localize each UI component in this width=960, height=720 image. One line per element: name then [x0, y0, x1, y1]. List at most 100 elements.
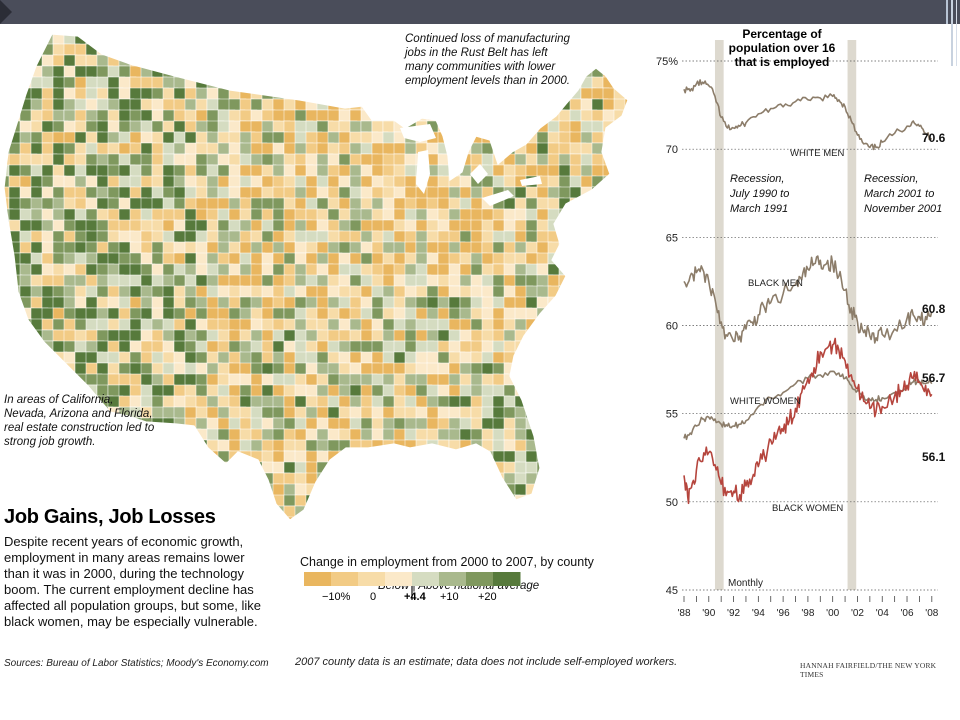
county-cell [636, 308, 640, 319]
county-cell [316, 34, 331, 47]
county-cell [547, 351, 562, 365]
county-cell [338, 142, 351, 156]
county-cell [107, 230, 121, 243]
county-cell [250, 494, 269, 508]
county-cell [295, 24, 313, 33]
footnote: 2007 county data is an estimate; data do… [295, 656, 678, 668]
county-cell [316, 43, 330, 60]
county-cell [591, 395, 607, 411]
county-cell [591, 219, 610, 233]
county-cell [624, 340, 628, 358]
county-cell [206, 34, 220, 50]
county-cell [19, 329, 32, 342]
county-cell [228, 428, 242, 442]
county-cell [52, 362, 69, 375]
county-cell [283, 54, 300, 72]
county-cell [613, 131, 628, 148]
county-cell [613, 208, 628, 221]
county-cell [382, 98, 398, 112]
county-cell [602, 274, 619, 292]
county-cell [514, 98, 527, 113]
county-cell [74, 450, 89, 468]
county-cell [624, 65, 628, 82]
county-cell [217, 65, 232, 79]
county-cell [272, 65, 285, 79]
county-cell [636, 319, 640, 330]
county-cell [636, 517, 640, 524]
county-cell [85, 450, 102, 464]
county-cell [173, 34, 189, 49]
county-cell [140, 472, 153, 490]
county-cell [371, 109, 386, 122]
county-cell [338, 461, 352, 478]
county-cell [591, 208, 609, 225]
county-cell [63, 483, 76, 499]
county-cell [613, 384, 628, 401]
county-cell [580, 285, 594, 301]
county-cell [481, 461, 497, 475]
county-cell [8, 362, 23, 378]
county-cell [382, 450, 401, 465]
county-cell [52, 472, 70, 488]
county-cell [393, 307, 407, 320]
county-cell [294, 516, 312, 520]
county-cell [19, 318, 33, 333]
county-cell [580, 230, 599, 243]
x-tick-label: '98 [801, 608, 814, 619]
county-cell [602, 351, 620, 364]
county-cell [636, 275, 640, 287]
county-cell [261, 43, 274, 61]
county-cell [360, 494, 376, 510]
county-cell [569, 252, 584, 267]
county-cell [382, 494, 397, 509]
county-cell [162, 472, 175, 485]
county-cell [591, 417, 606, 435]
county-cell [580, 54, 596, 67]
county-cell [151, 43, 167, 60]
county-cell [481, 483, 497, 499]
county-cell [580, 34, 600, 48]
county-cell [624, 34, 628, 37]
county-cell [96, 483, 109, 499]
county-cell [591, 285, 606, 299]
county-cell [30, 472, 47, 488]
county-cell [636, 66, 640, 77]
county-cell [591, 43, 605, 56]
county-cell [636, 286, 640, 297]
county-cell [349, 76, 367, 92]
county-cell [613, 395, 626, 411]
county-cell [151, 483, 169, 498]
county-cell [558, 296, 577, 309]
county-cell [30, 340, 46, 353]
county-cell [349, 54, 363, 71]
county-cell [636, 143, 640, 154]
county-cell [338, 87, 355, 103]
county-cell [613, 285, 628, 302]
y-tick-label: 55 [666, 409, 678, 421]
county-cell [569, 384, 585, 401]
county-cell [514, 406, 533, 419]
county-cell [382, 516, 398, 520]
county-cell [503, 109, 516, 124]
county-cell [382, 43, 402, 60]
county-cell [415, 197, 429, 210]
county-cell [613, 241, 627, 257]
county-cell [448, 296, 461, 310]
county-cell [316, 76, 336, 89]
county-cell [52, 483, 72, 499]
county-cell [140, 34, 157, 38]
county-cell [140, 43, 153, 56]
county-cell [448, 109, 468, 126]
county-cell [636, 110, 640, 123]
county-cell [558, 516, 577, 520]
county-cell [415, 483, 428, 496]
county-cell [349, 505, 364, 518]
county-cell [558, 340, 578, 358]
county-cell [162, 34, 179, 36]
county-cell [558, 450, 577, 463]
county-cell [580, 417, 596, 434]
county-cell [470, 483, 486, 501]
county-cell [426, 483, 443, 496]
county-cell [591, 263, 604, 278]
county-cell [569, 373, 583, 389]
